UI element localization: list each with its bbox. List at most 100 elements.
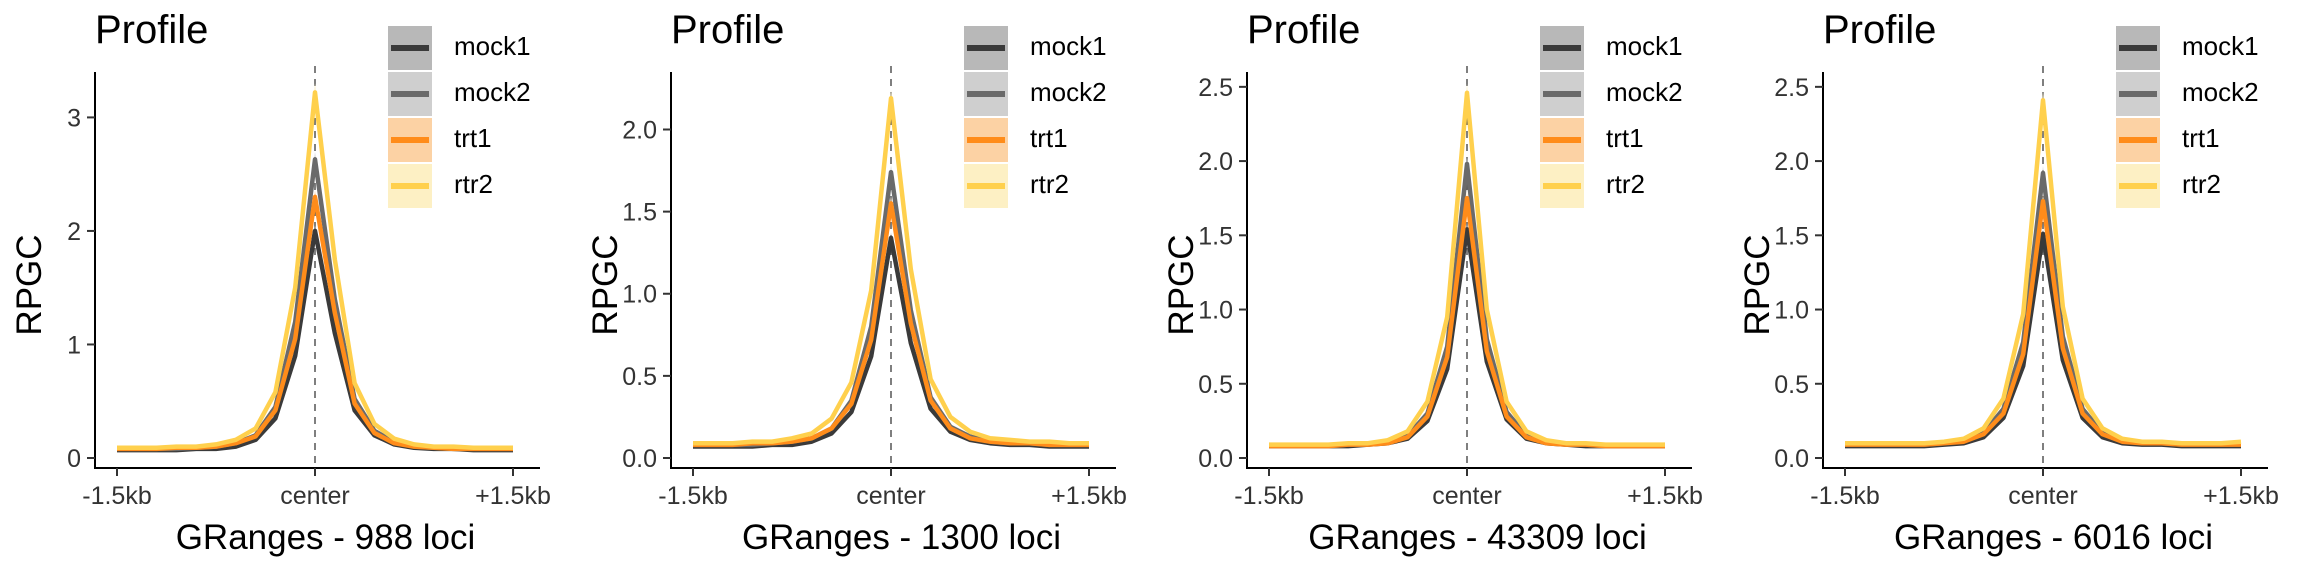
legend-label: mock2: [1030, 77, 1107, 107]
legend-label: trt1: [2182, 123, 2220, 153]
series-line-rtr2: [693, 96, 1089, 446]
y-axis-label: RPGC: [586, 234, 625, 336]
y-tick-label: 2.0: [622, 116, 657, 144]
legend-label: mock2: [2182, 77, 2259, 107]
y-tick-label: 0.0: [622, 445, 657, 473]
series-line-rtr2: [1269, 90, 1665, 447]
series-line-rtr2: [1845, 97, 2242, 446]
legend-line: [391, 91, 429, 97]
chart-panel-3: 0.0 0.5 1.0 1.5 2.0 2.5 -1.5kb center +1.5kb Pro…: [1152, 0, 1728, 576]
series-band-mock1: [1269, 223, 1665, 448]
x-tick-label: center: [2008, 482, 2077, 510]
legend-key: [964, 118, 1008, 162]
y-tick-label: 0: [67, 445, 81, 473]
x-tick-label: +1.5kb: [1051, 482, 1127, 510]
legend-line: [391, 183, 429, 189]
legend-line: [1543, 45, 1581, 51]
x-axis-label: GRanges - 988 loci: [175, 518, 476, 557]
legend-line: [1543, 137, 1581, 143]
chart-title: Profile: [1823, 8, 1937, 52]
legend-key: [2116, 164, 2160, 208]
legend-line: [391, 45, 429, 51]
y-tick-label: 1: [67, 331, 81, 359]
y-tick-label: 1.0: [622, 281, 657, 309]
legend-line: [2119, 91, 2157, 97]
legend-label: rtr2: [1606, 169, 1645, 199]
chart-panel-2: 0.0 0.5 1.0 1.5 2.0 -1.5kb center +1.5kb Profil…: [576, 0, 1152, 576]
legend-line: [391, 137, 429, 143]
legend-key: [2116, 118, 2160, 162]
y-tick-label: 1.0: [1198, 297, 1233, 325]
chart-title: Profile: [95, 8, 209, 52]
legend-line: [2119, 137, 2157, 143]
y-tick-label: 0.5: [1198, 371, 1233, 399]
legend-line: [2119, 45, 2157, 51]
legend-key: [964, 26, 1008, 70]
legend-line: [1543, 183, 1581, 189]
x-tick-label: center: [856, 482, 925, 510]
legend-label: trt1: [1030, 123, 1068, 153]
plot-area: 0 1 2 3 -1.5kb center +1.5kb: [67, 66, 551, 510]
x-tick-label: -1.5kb: [658, 482, 727, 510]
y-tick-label: 0.0: [1198, 445, 1233, 473]
y-tick-label: 2.5: [1774, 74, 1809, 102]
plot-area: 0.0 0.5 1.0 1.5 2.0 2.5 -1.5kb center +1.5kb: [1198, 66, 1703, 510]
x-tick-label: -1.5kb: [1234, 482, 1303, 510]
y-tick-label: 3: [67, 104, 81, 132]
y-tick-label: 0.5: [1774, 371, 1809, 399]
y-tick-label: 2.0: [1774, 148, 1809, 176]
y-axis-label: RPGC: [1162, 234, 1201, 336]
legend-label: rtr2: [2182, 169, 2221, 199]
chart-panel-1: 0 1 2 3 -1.5kb center +1.5kb Profile RPGC GRan…: [0, 0, 576, 576]
legend-line: [967, 137, 1005, 143]
x-tick-label: -1.5kb: [1810, 482, 1879, 510]
legend-line: [2119, 183, 2157, 189]
legend-line: [1543, 91, 1581, 97]
legend-key: [388, 72, 432, 116]
y-tick-label: 1.0: [1774, 297, 1809, 325]
x-axis-label: GRanges - 1300 loci: [741, 518, 1062, 557]
chart-title: Profile: [671, 8, 785, 52]
x-tick-label: center: [280, 482, 349, 510]
legend-key: [1540, 164, 1584, 208]
legend-label: mock2: [454, 77, 531, 107]
y-tick-label: 0.5: [622, 363, 657, 391]
x-tick-label: +1.5kb: [2203, 482, 2279, 510]
x-axis-label: GRanges - 43309 loci: [1308, 518, 1647, 557]
legend-label: mock2: [1606, 77, 1683, 107]
legend-label: mock1: [1606, 31, 1683, 61]
y-tick-label: 2: [67, 218, 81, 246]
y-tick-label: 2.5: [1198, 74, 1233, 102]
legend-label: rtr2: [1030, 169, 1069, 199]
x-tick-label: -1.5kb: [82, 482, 151, 510]
y-tick-label: 0.0: [1774, 445, 1809, 473]
plot-area: 0.0 0.5 1.0 1.5 2.0 2.5 -1.5kb center +1.5kb: [1774, 66, 2279, 510]
y-tick-label: 1.5: [622, 199, 657, 227]
y-tick-label: 1.5: [1198, 222, 1233, 250]
legend-key: [388, 164, 432, 208]
legend-key: [1540, 118, 1584, 162]
x-axis-label: GRanges - 6016 loci: [1893, 518, 2214, 557]
legend-line: [967, 183, 1005, 189]
chart-panel-4: 0.0 0.5 1.0 1.5 2.0 2.5 -1.5kb center +1.5kb Pro…: [1728, 0, 2304, 576]
legend-line: [967, 45, 1005, 51]
legend-key: [964, 164, 1008, 208]
legend-key: [2116, 26, 2160, 70]
x-tick-label: +1.5kb: [475, 482, 551, 510]
x-tick-label: center: [1432, 482, 1501, 510]
legend-key: [388, 26, 432, 70]
series-line-rtr2: [117, 90, 513, 451]
y-axis-label: RPGC: [10, 234, 49, 336]
y-axis-label: RPGC: [1738, 234, 1777, 336]
legend-label: mock1: [2182, 31, 2259, 61]
chart-title: Profile: [1247, 8, 1361, 52]
y-tick-label: 1.5: [1774, 222, 1809, 250]
legend-label: mock1: [1030, 31, 1107, 61]
legend-key: [388, 118, 432, 162]
y-tick-label: 2.0: [1198, 148, 1233, 176]
x-tick-label: +1.5kb: [1627, 482, 1703, 510]
legend-key: [2116, 72, 2160, 116]
legend-label: trt1: [454, 123, 492, 153]
plot-area: 0.0 0.5 1.0 1.5 2.0 -1.5kb center +1.5kb: [622, 66, 1127, 510]
